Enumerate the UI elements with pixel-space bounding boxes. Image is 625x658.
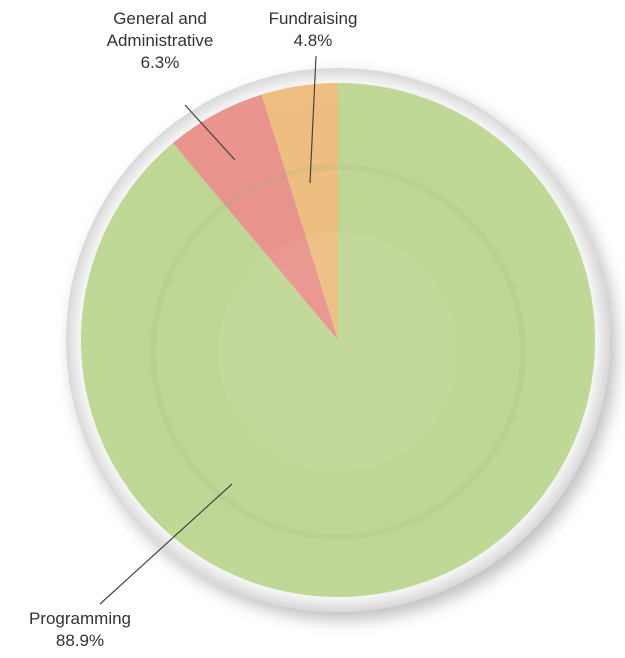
slice-label: Fundraising 4.8% xyxy=(253,8,373,52)
value-label: 6.3% xyxy=(140,53,180,72)
category-label: Programming xyxy=(28,609,132,628)
plate-center xyxy=(218,232,458,472)
value-label: 4.8% xyxy=(293,31,333,50)
pie xyxy=(80,83,595,597)
leaders xyxy=(99,55,317,605)
leader-line xyxy=(309,55,317,184)
leader-line xyxy=(99,483,233,605)
slice-label: Programming 88.9% xyxy=(10,608,150,652)
category-label: Fundraising xyxy=(268,9,358,28)
slice-label: General and Administrative 6.3% xyxy=(80,8,240,74)
pie-slice xyxy=(80,83,595,597)
leader-line xyxy=(184,104,236,161)
pie-slice xyxy=(261,83,338,340)
plate-well xyxy=(150,164,526,540)
value-label: 88.9% xyxy=(55,631,105,650)
pie-slice xyxy=(172,94,338,340)
category-label: General and Administrative xyxy=(106,9,214,50)
